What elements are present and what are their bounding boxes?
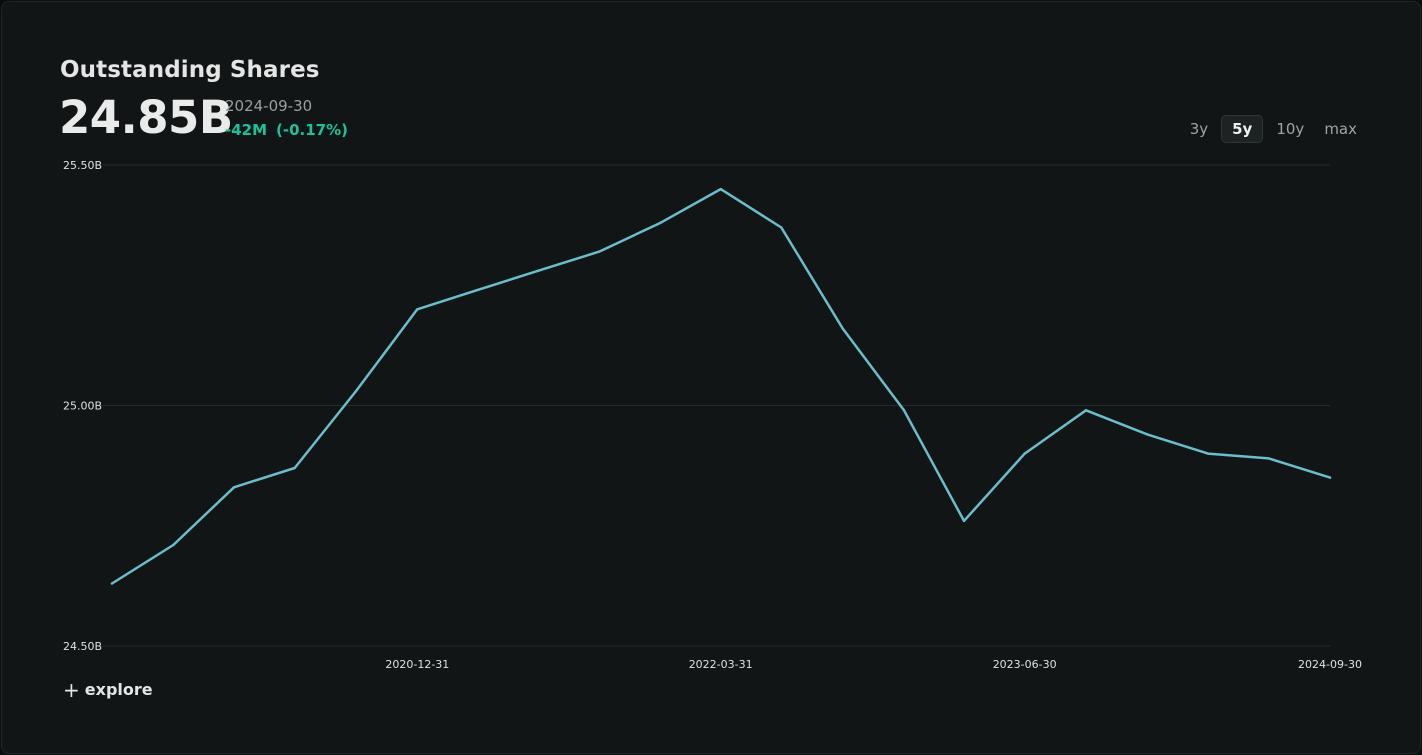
data-point xyxy=(1267,457,1270,460)
y-tick-label: 25.50B xyxy=(63,159,102,172)
data-point xyxy=(719,187,722,191)
x-tick-label: 2023-06-30 xyxy=(993,658,1057,671)
data-point xyxy=(110,582,114,585)
data-point xyxy=(232,486,236,489)
change-absolute: -42M xyxy=(225,121,268,139)
as-of-date: 2024-09-30 xyxy=(225,97,313,115)
data-point xyxy=(1023,452,1026,455)
range-10y-button[interactable]: 10y xyxy=(1269,115,1311,143)
series-line xyxy=(110,187,1332,585)
x-tick-label: 2020-12-31 xyxy=(385,658,449,671)
explore-label: explore xyxy=(84,680,153,699)
range-selector: 3y 5y 10y max xyxy=(1183,115,1364,143)
data-point xyxy=(780,226,783,229)
data-point xyxy=(354,389,358,393)
line-chart: 24.50B 25.00B 25.50B 2020-12-31 2022-03-31 20… xyxy=(63,159,1362,671)
data-point xyxy=(293,466,296,470)
range-3y-button[interactable]: 3y xyxy=(1183,115,1215,143)
data-point xyxy=(902,409,906,412)
change-indicator: -42M (-0.17%) xyxy=(225,121,348,139)
x-tick-label: 2024-09-30 xyxy=(1298,658,1362,671)
y-tick-label: 24.50B xyxy=(63,640,102,653)
range-max-button[interactable]: max xyxy=(1317,115,1364,143)
current-value: 24.85B xyxy=(59,91,233,144)
data-point xyxy=(536,269,540,273)
data-point xyxy=(1084,409,1088,412)
chart-title: Outstanding Shares xyxy=(60,57,320,83)
data-point xyxy=(1146,433,1149,436)
data-point xyxy=(962,519,966,523)
y-tick-label: 25.00B xyxy=(63,400,102,413)
data-point xyxy=(416,308,419,311)
data-point xyxy=(598,250,601,253)
explore-button[interactable]: + explore xyxy=(63,677,153,702)
data-point xyxy=(476,288,479,292)
data-point xyxy=(1328,476,1332,479)
change-percent: (-0.17%) xyxy=(276,121,349,139)
data-point xyxy=(172,543,175,547)
x-tick-label: 2022-03-31 xyxy=(689,658,753,671)
data-point xyxy=(1206,452,1210,455)
plus-icon: + xyxy=(63,677,80,702)
range-5y-button[interactable]: 5y xyxy=(1221,115,1264,143)
data-point xyxy=(659,221,662,224)
data-point xyxy=(841,327,844,330)
